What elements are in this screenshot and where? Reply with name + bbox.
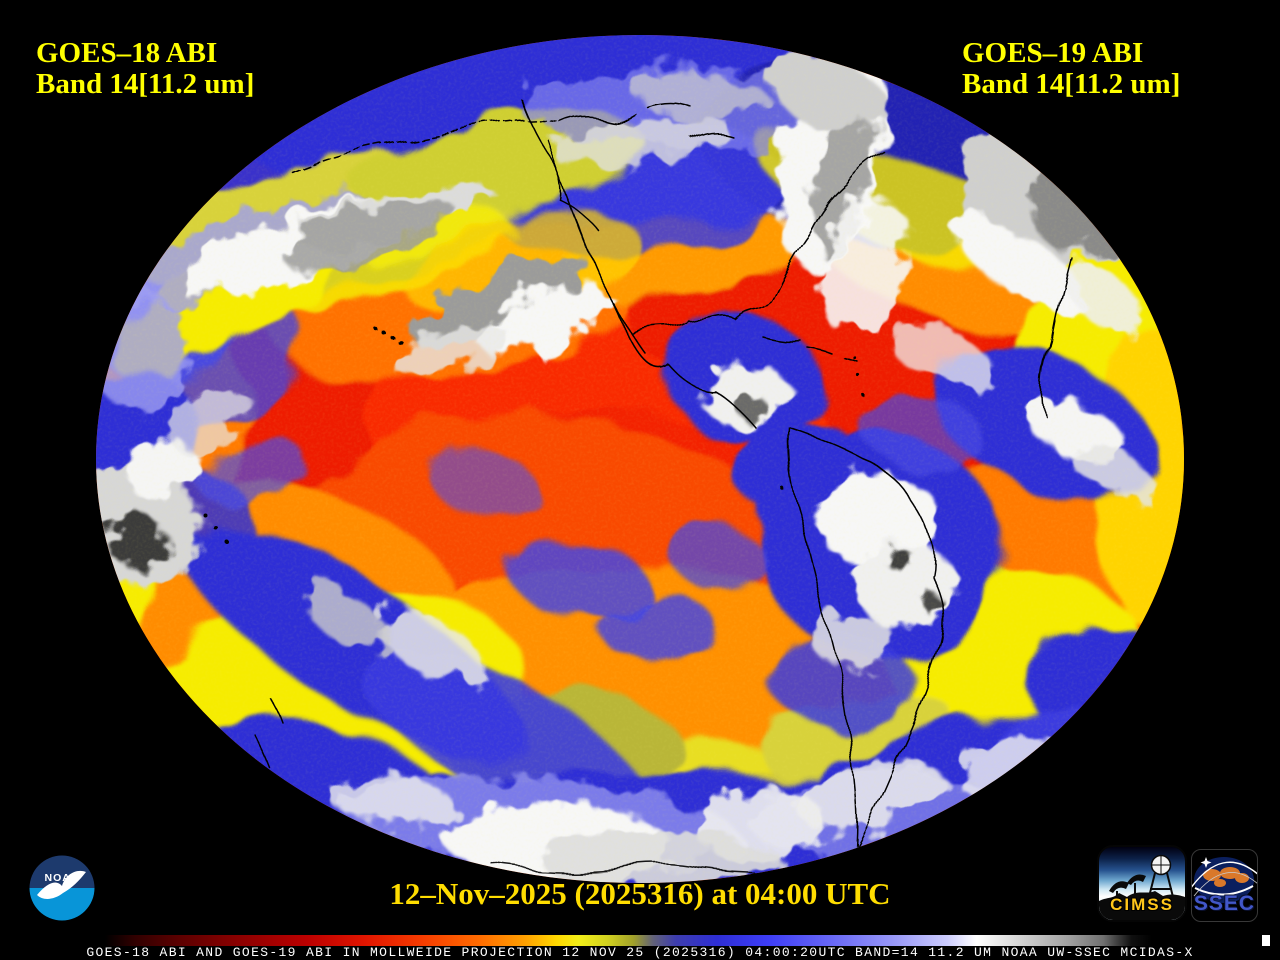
- goes19-label-line2: Band 14[11.2 um]: [962, 68, 1181, 100]
- colorbar-cursor: [1262, 935, 1271, 946]
- goes19-label-line1: GOES–19 ABI: [962, 37, 1144, 69]
- noaa-logo: NOAA: [29, 855, 95, 921]
- goes18-label-line2: Band 14[11.2 um]: [36, 68, 255, 100]
- ssec-wordmark: SSEC: [1193, 892, 1256, 915]
- timestamp-row: 12–Nov–2025 (2025316) at 04:00 UTC: [0, 876, 1280, 912]
- coastline-layer: [255, 97, 1071, 875]
- goes18-label-line1: GOES–18 ABI: [36, 37, 218, 69]
- goes18-label: GOES–18 ABI Band 14[11.2 um]: [36, 38, 254, 100]
- cimss-wordmark: CIMSS: [1110, 895, 1174, 914]
- goes19-label: GOES–19 ABI Band 14[11.2 um]: [962, 38, 1180, 100]
- island-dots-layer: [203, 327, 866, 547]
- status-bar-text: GOES-18 ABI AND GOES-19 ABI IN MOLLWEIDE…: [86, 945, 1194, 960]
- ssec-logo: SSEC: [1191, 849, 1258, 922]
- ssec-globe-icon: [1192, 857, 1257, 903]
- noaa-bird-icon: [37, 870, 86, 899]
- noaa-wordmark: NOAA: [45, 872, 80, 884]
- cimss-logo: CIMSS: [1097, 845, 1187, 922]
- timestamp-text: 12–Nov–2025 (2025316) at 04:00 UTC: [389, 876, 891, 911]
- status-bar: GOES-18 ABI AND GOES-19 ABI IN MOLLWEIDE…: [0, 945, 1280, 960]
- temperature-colorbar: [0, 935, 1280, 946]
- cimss-silhouette-icon: [1099, 854, 1185, 920]
